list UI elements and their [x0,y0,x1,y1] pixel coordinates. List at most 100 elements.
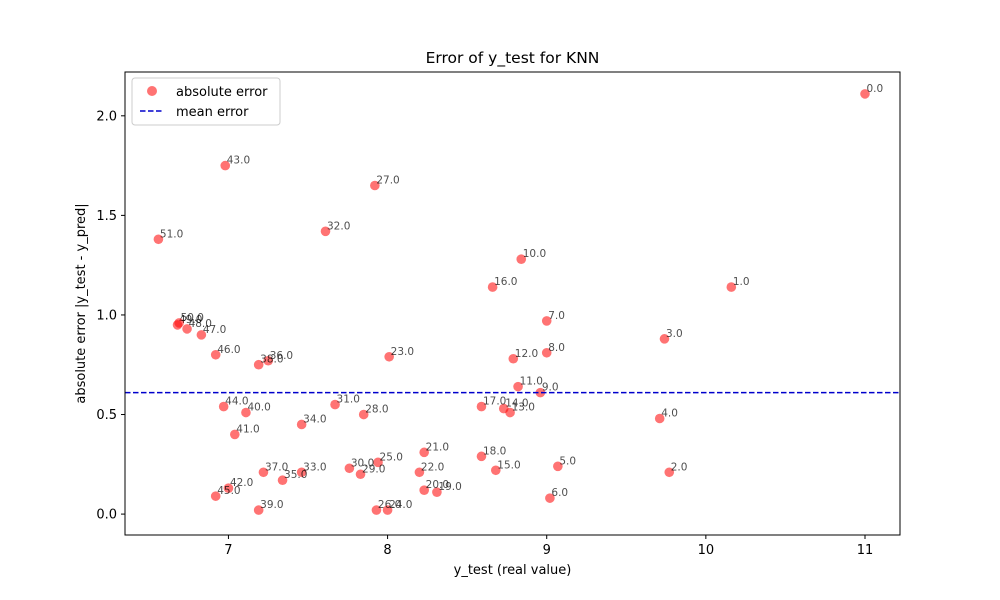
data-point [476,451,487,462]
data-point-label: 5.0 [559,455,576,467]
data-point [384,351,394,362]
data-point [218,401,229,412]
y-axis-ticks: 0.0 0.5 1.0 1.5 2.0 [96,109,125,523]
data-point-label: 15.0 [497,459,520,471]
data-point-label: 37.0 [265,461,288,473]
x-tick-label: 11 [857,543,874,558]
data-point-label: 2.0 [671,461,688,473]
data-point-label: 42.0 [230,477,253,489]
data-point [541,347,552,358]
data-point [263,355,274,366]
data-point-label: 22.0 [421,461,444,473]
data-point [535,387,546,398]
data-point [553,461,563,472]
data-point-label: 0.0 [866,83,883,95]
data-point [258,467,269,478]
data-point-label: 6.0 [551,487,568,499]
data-point [419,447,429,458]
plot-area [125,72,900,535]
data-point [330,399,340,410]
data-point-label: 19.0 [438,481,461,493]
data-point-label: 11.0 [520,376,543,388]
data-point [253,505,264,515]
data-point [358,409,369,420]
data-point-label: 46.0 [217,344,240,356]
data-point [487,282,498,292]
data-point [513,381,523,392]
y-axis-label: absolute error |y_test - y_pred| [74,203,89,403]
data-point-label: 1.0 [733,276,750,288]
data-point-label: 9.0 [542,382,559,394]
data-point [432,487,442,497]
data-point [414,467,425,478]
data-point-label: 16.0 [494,276,517,288]
data-point-label: 43.0 [227,155,250,167]
data-point-label: 30.0 [351,457,374,469]
data-point [355,469,366,480]
legend: absolute error mean error [131,77,281,126]
data-point [545,493,555,503]
data-point [370,180,380,191]
data-point [253,359,264,370]
data-point [726,282,737,292]
data-point-label: 48.0 [189,318,212,330]
data-point [490,465,501,476]
data-point-label: 26.0 [378,499,401,511]
y-tick-label: 0.5 [96,408,117,423]
data-point [344,463,355,474]
x-axis-ticks: 7 8 9 10 11 [224,535,873,558]
data-point-label: 14.0 [505,398,528,410]
data-point [210,491,221,501]
data-point-label: 51.0 [160,228,183,240]
plot-frame [124,71,901,536]
data-point [210,349,221,360]
data-point-label: 31.0 [337,394,360,406]
data-point-label: 35.0 [284,469,307,481]
data-point [196,330,207,340]
data-point [476,401,487,412]
chart-title: Error of y_test for KNN [426,49,600,68]
legend-label-mean-error: mean error [176,105,249,120]
y-tick-label: 1.5 [96,209,117,224]
data-point [382,505,393,515]
data-point [654,413,665,424]
data-point-label: 25.0 [380,451,403,463]
data-point [664,467,675,478]
data-point [541,316,552,326]
data-point [419,485,429,495]
data-point [373,457,383,468]
data-point [371,505,382,515]
x-axis-label: y_test (real value) [454,563,572,578]
data-point-label: 39.0 [260,499,283,511]
data-point-label: 24.0 [389,499,412,511]
data-point-label: 17.0 [483,396,506,408]
data-point-label: 7.0 [548,310,565,322]
data-point [153,234,164,245]
data-point [220,160,231,171]
data-point [296,467,307,478]
legend-marker-absolute-error [147,86,157,96]
legend-label-absolute-error: absolute error [176,85,268,100]
x-tick-label: 10 [698,543,715,558]
x-tick-label: 8 [383,543,391,558]
data-point-label: 20.0 [426,479,449,491]
data-point-label: 8.0 [548,342,565,354]
data-point [516,254,527,264]
y-tick-label: 1.0 [96,308,117,323]
data-point-label: 49.0 [179,314,202,326]
data-point-label: 50.0 [181,312,204,324]
data-point-label: 38.0 [260,354,283,366]
data-point [277,475,288,486]
data-point [498,403,509,414]
data-point-label: 40.0 [247,402,270,414]
data-point-label: 47.0 [203,324,226,336]
data-point-label: 12.0 [515,348,538,360]
data-point-label: 21.0 [426,441,449,453]
x-tick-label: 9 [543,543,551,558]
data-point [174,318,184,328]
data-point-label: 18.0 [483,445,506,457]
data-point-label: 27.0 [376,175,399,187]
x-tick-label: 7 [224,543,232,558]
data-point-label: 28.0 [365,404,388,416]
